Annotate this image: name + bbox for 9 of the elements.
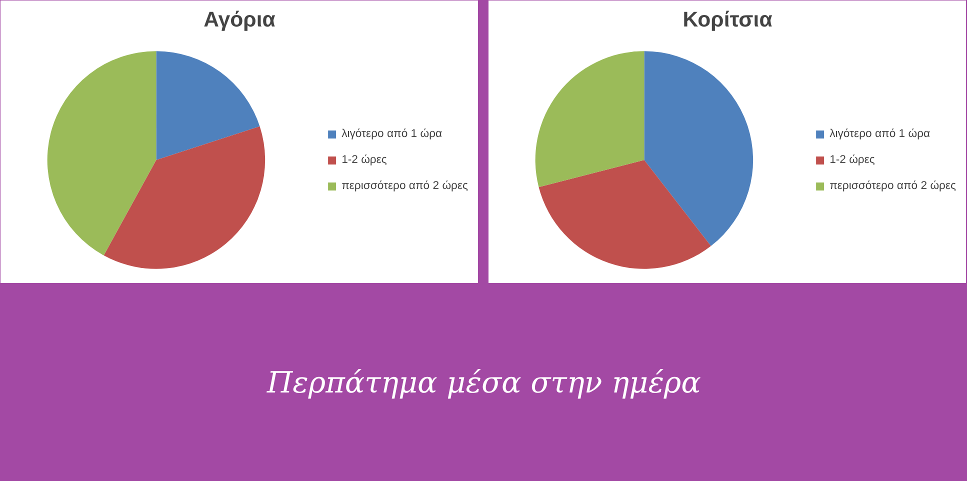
legend-label: 1-2 ώρες xyxy=(342,154,387,166)
chart-title: Κορίτσια xyxy=(682,8,772,32)
legend-label: περισσότερο από 2 ώρες xyxy=(830,180,956,192)
chart-title: Αγόρια xyxy=(204,8,276,32)
legend-label: λιγότερο από 1 ώρα xyxy=(342,128,442,140)
legend-label: περισσότερο από 2 ώρες xyxy=(342,180,468,192)
legend-label: λιγότερο από 1 ώρα xyxy=(830,128,930,140)
text: Περπάτημα μέσα στην ημέρα xyxy=(266,366,702,400)
legend-label: 1-2 ώρες xyxy=(830,154,875,166)
